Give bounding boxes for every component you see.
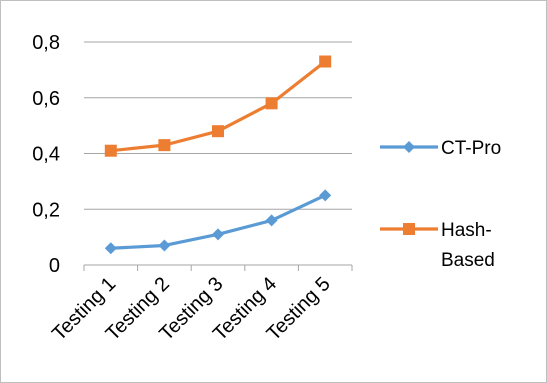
data-point: [265, 97, 278, 110]
legend-entry: CT-Pro: [380, 138, 501, 159]
data-point: [104, 144, 117, 157]
data-point: [319, 55, 332, 68]
data-point: [158, 239, 171, 252]
series-hash-based: [104, 55, 332, 157]
legend-marker: [403, 223, 415, 235]
data-point: [158, 139, 171, 152]
axes: [83, 264, 353, 271]
y-tick-label: 0: [49, 255, 60, 277]
legend-label: Hash-Based: [441, 220, 495, 271]
series-ct-pro: [104, 189, 332, 255]
data-point: [212, 228, 224, 241]
y-tick-label: 0,6: [32, 88, 60, 110]
legend-marker: [403, 141, 415, 153]
series-group: [104, 55, 332, 255]
data-point: [319, 189, 332, 202]
y-tick-label: 0,2: [32, 199, 60, 221]
legend: CT-Pro Hash-Based: [380, 138, 501, 271]
data-point: [265, 214, 278, 227]
series-line: [110, 60, 327, 153]
legend-label: CT-Pro: [441, 138, 501, 159]
data-point: [104, 242, 117, 255]
y-tick-label: 0,4: [32, 144, 60, 166]
data-point: [212, 125, 224, 138]
gridlines: [84, 41, 352, 210]
y-tick-label: 0,8: [32, 32, 60, 54]
y-tick-labels: 0 0,2 0,4 0,6 0,8: [32, 32, 60, 277]
legend-entry: Hash-Based: [380, 220, 495, 271]
